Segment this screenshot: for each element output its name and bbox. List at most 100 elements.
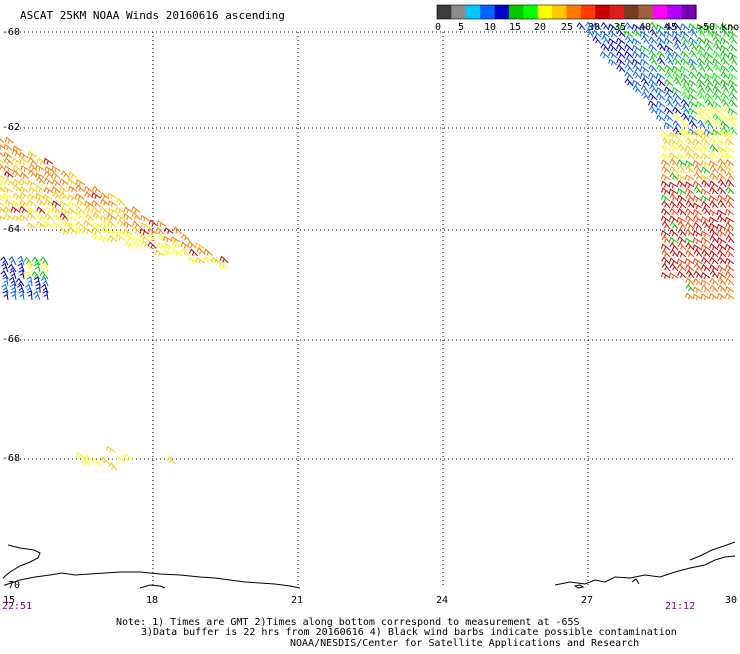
wind-barb <box>164 227 174 235</box>
wind-barb <box>685 249 695 258</box>
wind-barb <box>39 270 49 280</box>
wind-barb <box>696 71 706 80</box>
wind-barb <box>75 192 85 200</box>
wind-barb <box>35 283 41 294</box>
colorbar-segment <box>523 5 539 19</box>
wind-barb <box>2 276 9 287</box>
wind-barb <box>708 209 719 217</box>
wind-barb <box>728 126 738 136</box>
wind-barb <box>43 157 53 165</box>
wind-barb <box>720 113 730 122</box>
wind-barb <box>725 179 735 188</box>
coastline-main <box>4 571 301 589</box>
wind-barb <box>105 445 116 453</box>
wind-barb <box>648 71 658 80</box>
time-left: 22:51 <box>2 601 33 612</box>
wind-barb <box>631 58 642 66</box>
wind-barb <box>28 169 38 178</box>
wind-barb <box>700 230 711 238</box>
wind-barb <box>33 262 41 273</box>
wind-barb <box>632 50 642 59</box>
wind-barb <box>708 195 719 203</box>
wind-barb <box>180 241 191 249</box>
wind-barb <box>156 242 167 250</box>
wind-barb <box>687 93 698 101</box>
wind-barb <box>721 84 730 94</box>
wind-barb <box>693 138 703 146</box>
wind-barb <box>672 57 682 66</box>
wind-barb <box>672 71 682 80</box>
wind-barb <box>51 178 61 187</box>
wind-barb <box>44 212 54 221</box>
wind-barb <box>669 215 679 223</box>
coastline-bay <box>139 584 166 589</box>
wind-barb <box>700 216 711 223</box>
wind-barb <box>656 29 666 38</box>
wind-barb <box>19 199 29 207</box>
wind-barb <box>661 144 671 153</box>
wind-barb <box>672 120 682 129</box>
wind-barb <box>639 51 650 59</box>
wind-barb <box>664 113 674 122</box>
wind-barb <box>724 257 735 265</box>
coastline-east-upper <box>689 541 736 561</box>
wind-barb <box>677 263 687 272</box>
wind-barb <box>12 169 22 178</box>
wind-barb <box>705 28 714 38</box>
wind-barb <box>123 212 133 220</box>
wind-barb <box>700 195 711 202</box>
wind-barb <box>631 44 642 52</box>
wind-barb <box>687 114 698 122</box>
wind-barb <box>663 44 674 52</box>
colorbar-tick-label: 35 <box>614 22 626 33</box>
wind-barb <box>3 157 14 165</box>
wind-barb <box>728 91 738 101</box>
wind-barb <box>44 186 54 194</box>
wind-barb <box>712 35 722 45</box>
wind-barb <box>669 221 679 230</box>
wind-barb <box>685 145 695 153</box>
wind-barb <box>661 235 671 244</box>
wind-barb <box>704 51 714 59</box>
wind-barb <box>672 50 682 59</box>
wind-barb <box>123 206 133 214</box>
wind-barb <box>693 270 703 279</box>
wind-barb <box>624 71 634 80</box>
wind-barb <box>649 56 658 66</box>
wind-barb <box>632 71 642 80</box>
wind-barb <box>4 170 14 178</box>
wind-barb <box>680 57 690 66</box>
wind-barb <box>692 195 703 202</box>
wind-barb <box>672 99 682 108</box>
wind-barb <box>668 131 679 139</box>
wind-barb <box>91 226 102 234</box>
wind-barb <box>84 200 94 208</box>
wind-barb <box>717 194 727 202</box>
wind-barb <box>727 23 738 31</box>
wind-barb <box>716 145 727 153</box>
wind-barb <box>27 199 37 207</box>
lon-label: 30 <box>725 595 738 606</box>
coastline <box>2 541 736 589</box>
wind-barb <box>680 112 690 122</box>
wind-barb <box>592 22 602 31</box>
wind-barb <box>685 193 695 202</box>
wind-barb <box>680 35 690 45</box>
wind-barb <box>10 290 17 301</box>
wind-barb <box>188 248 199 257</box>
wind-barb <box>689 63 698 73</box>
wind-barb <box>656 56 666 66</box>
wind-barb <box>727 107 738 115</box>
wind-barb <box>700 271 711 279</box>
wind-barb <box>728 99 738 108</box>
wind-barb <box>693 180 703 188</box>
wind-barb <box>75 184 85 193</box>
wind-barb <box>677 208 687 216</box>
wind-barb <box>671 86 682 94</box>
wind-barb <box>624 22 634 31</box>
wind-barb <box>649 28 658 38</box>
wind-barb <box>0 194 6 201</box>
wind-barb <box>17 262 25 273</box>
wind-barb <box>688 107 698 115</box>
wind-barb <box>677 180 687 188</box>
